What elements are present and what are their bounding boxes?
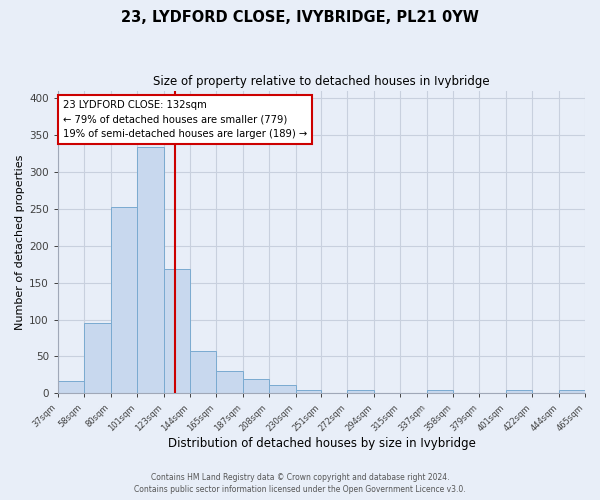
Text: Contains HM Land Registry data © Crown copyright and database right 2024.
Contai: Contains HM Land Registry data © Crown c… (134, 472, 466, 494)
Bar (58, 381, 84, 394)
Bar (215, 371, 242, 394)
Bar (347, 390, 374, 394)
Bar (137, 148, 164, 394)
Bar (164, 270, 190, 394)
Bar (242, 380, 269, 394)
Bar (559, 390, 585, 394)
Bar (190, 350, 215, 394)
Bar (296, 390, 322, 394)
Bar (506, 390, 532, 394)
Bar (269, 386, 296, 394)
Bar (84, 323, 111, 394)
Bar (427, 390, 453, 394)
Text: 23, LYDFORD CLOSE, IVYBRIDGE, PL21 0YW: 23, LYDFORD CLOSE, IVYBRIDGE, PL21 0YW (121, 10, 479, 25)
Text: 23 LYDFORD CLOSE: 132sqm
← 79% of detached houses are smaller (779)
19% of semi-: 23 LYDFORD CLOSE: 132sqm ← 79% of detach… (63, 100, 307, 139)
Y-axis label: Number of detached properties: Number of detached properties (15, 154, 25, 330)
X-axis label: Distribution of detached houses by size in Ivybridge: Distribution of detached houses by size … (167, 437, 475, 450)
Title: Size of property relative to detached houses in Ivybridge: Size of property relative to detached ho… (153, 75, 490, 88)
Bar (111, 206, 137, 394)
